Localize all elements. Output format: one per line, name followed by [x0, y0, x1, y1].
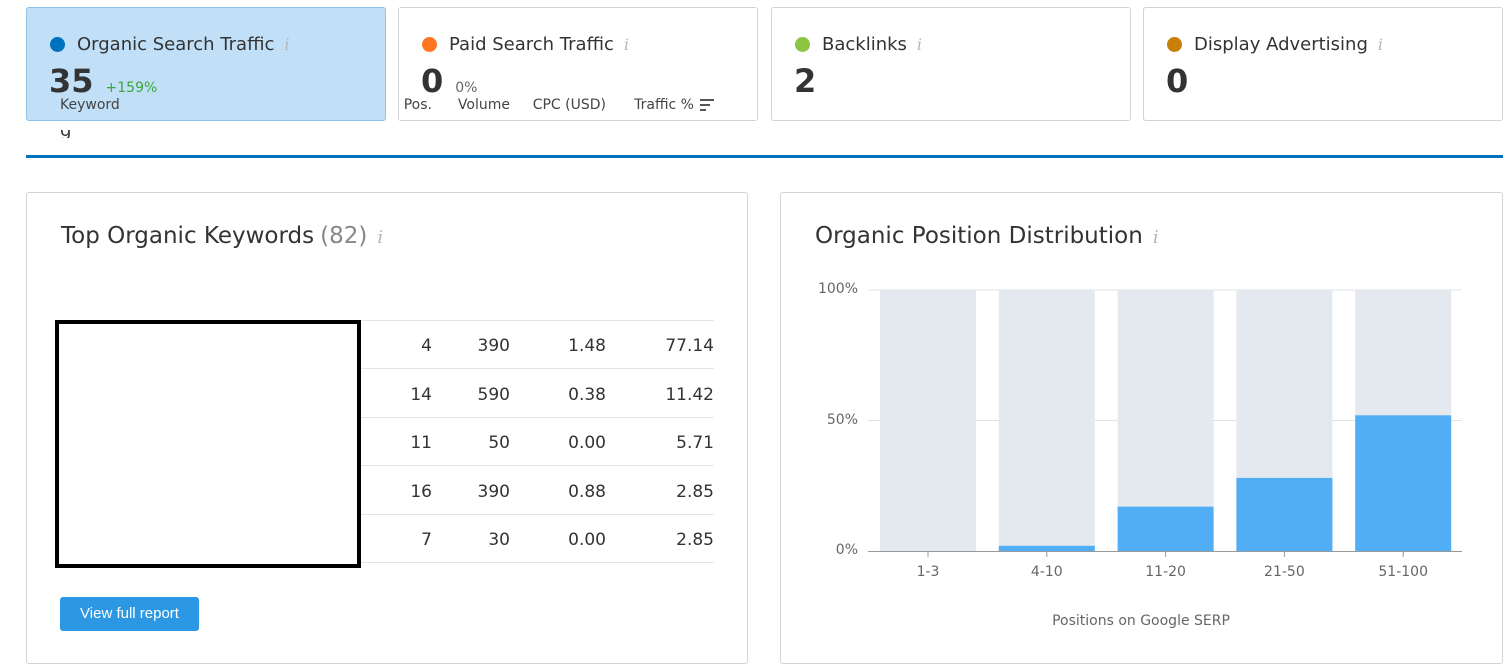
metric-value: 0 — [1166, 62, 1189, 100]
metric-value: 2 — [794, 62, 817, 100]
cell-traffic: 2.85 — [676, 530, 714, 550]
table-header-divider — [60, 320, 714, 321]
row-divider — [361, 514, 714, 515]
metric-card-backlinks[interactable]: Backlinks i 2 — [771, 7, 1131, 121]
series-dot-icon — [422, 37, 437, 52]
cell-pos: 14 — [410, 385, 432, 405]
row-divider — [361, 417, 714, 418]
info-icon[interactable]: i — [1152, 227, 1159, 248]
info-icon[interactable]: i — [284, 35, 290, 54]
cell-volume: 50 — [488, 433, 510, 453]
cell-traffic: 11.42 — [665, 385, 714, 405]
row-divider — [361, 465, 714, 466]
metric-title: Organic Search Traffic — [77, 34, 275, 55]
cell-pos: 16 — [410, 482, 432, 502]
y-tick-label: 100% — [817, 281, 858, 297]
metric-title: Backlinks — [822, 34, 907, 55]
x-tick-label: 1-3 — [916, 564, 940, 580]
metric-card-header: Display Advertising i — [1167, 34, 1383, 55]
cell-cpc: 0.00 — [568, 433, 606, 453]
x-tick-label: 4-10 — [1030, 564, 1063, 580]
keywords-panel-title: Top Organic Keywords (82) i — [61, 223, 383, 249]
metric-card-header: Organic Search Traffic i — [50, 34, 290, 55]
metric-card-paid-search-traffic[interactable]: Paid Search Traffic i 0 0% — [398, 7, 758, 121]
traffic-header-label: Traffic % — [634, 97, 694, 113]
metric-value: 0 — [421, 62, 444, 100]
cell-traffic: 5.71 — [676, 433, 714, 453]
cell-cpc: 0.00 — [568, 530, 606, 550]
view-full-report-button[interactable]: View full report — [60, 597, 199, 631]
metric-value-row: 35 +159% — [49, 62, 157, 100]
metric-card-organic-search-traffic[interactable]: Organic Search Traffic i 35 +159% — [26, 7, 386, 121]
column-header-cpc[interactable]: CPC (USD) — [532, 97, 606, 113]
metric-title: Display Advertising — [1194, 34, 1368, 55]
section-divider — [26, 155, 1503, 158]
x-axis-title: Positions on Google SERP — [1052, 613, 1230, 629]
distribution-panel-title: Organic Position Distribution i — [815, 223, 1159, 249]
metric-value-row: 2 — [794, 62, 816, 100]
x-tick-label: 21-50 — [1264, 564, 1305, 580]
metric-value-row: 0 — [1166, 62, 1188, 100]
column-header-pos[interactable]: Pos. — [403, 97, 432, 113]
info-icon[interactable]: i — [916, 35, 923, 54]
y-tick-label: 0% — [835, 542, 858, 558]
cell-pos: 7 — [421, 530, 432, 550]
cell-volume: 390 — [477, 482, 510, 502]
metric-value-row: 0 0% — [421, 62, 477, 100]
row-divider — [361, 562, 714, 563]
cell-volume: 390 — [477, 336, 510, 356]
metric-card-display-advertising[interactable]: Display Advertising i 0 — [1143, 7, 1503, 121]
info-icon[interactable]: i — [623, 35, 629, 54]
redacted-keywords-box — [55, 320, 361, 568]
cell-volume: 590 — [477, 385, 510, 405]
series-dot-icon — [50, 37, 65, 52]
row-divider — [361, 368, 714, 369]
info-icon[interactable]: i — [1377, 35, 1384, 54]
distribution-title-text: Organic Position Distribution — [815, 223, 1143, 249]
series-dot-icon — [795, 37, 810, 52]
series-dot-icon — [1167, 37, 1182, 52]
cell-traffic: 77.14 — [665, 336, 714, 356]
column-header-keyword[interactable]: Keyword — [60, 97, 120, 113]
x-tick-label: 51-100 — [1378, 564, 1428, 580]
cell-pos: 4 — [421, 336, 432, 356]
cell-pos: 11 — [410, 433, 432, 453]
metric-delta: 0% — [455, 80, 478, 96]
sort-icon[interactable] — [700, 98, 714, 112]
info-icon[interactable]: i — [377, 227, 384, 248]
keywords-title-text: Top Organic Keywords — [61, 223, 315, 249]
metric-value: 35 — [49, 62, 94, 100]
y-tick-label: 50% — [826, 411, 858, 428]
metric-title: Paid Search Traffic — [449, 34, 614, 55]
section-heading-partial: g — [60, 130, 71, 138]
cell-cpc: 1.48 — [568, 336, 606, 356]
cell-volume: 30 — [488, 530, 510, 550]
organic-position-distribution-panel: Organic Position Distribution i — [780, 192, 1503, 664]
metric-card-header: Backlinks i — [795, 34, 922, 55]
column-header-volume[interactable]: Volume — [457, 97, 510, 113]
metric-card-header: Paid Search Traffic i — [422, 34, 629, 55]
cell-cpc: 0.38 — [568, 385, 606, 405]
metric-delta: +159% — [105, 80, 158, 96]
column-header-traffic[interactable]: Traffic % — [612, 97, 714, 121]
cell-cpc: 0.88 — [568, 482, 606, 502]
cell-traffic: 2.85 — [676, 482, 714, 502]
x-tick-label: 11-20 — [1145, 564, 1186, 580]
keywords-count: (82) — [320, 223, 368, 249]
